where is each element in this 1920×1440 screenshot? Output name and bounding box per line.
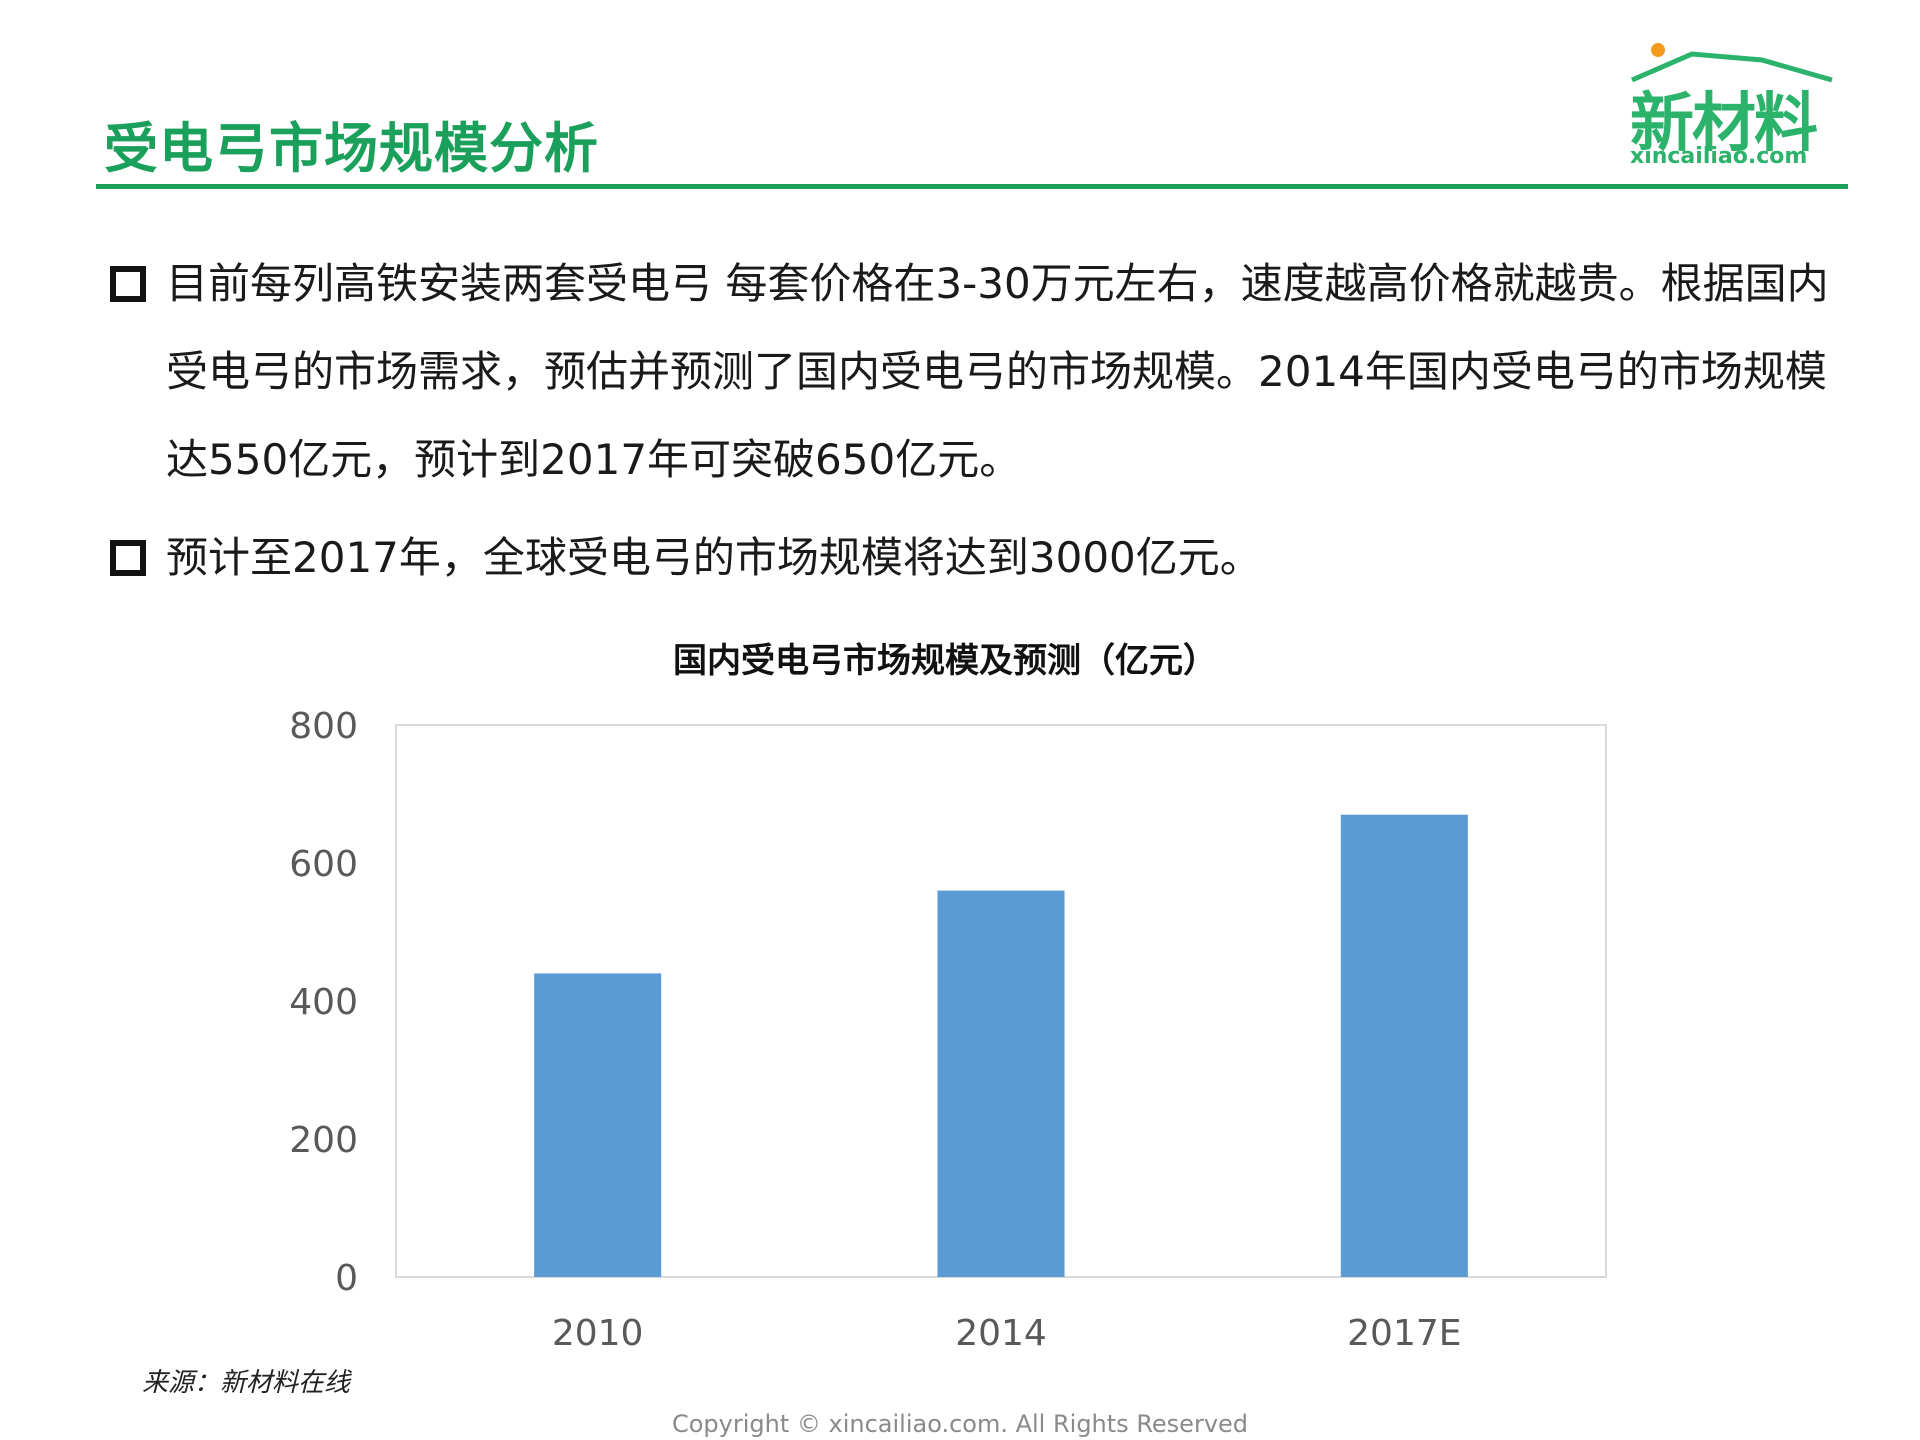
copyright-footer: Copyright © xincailiao.com. All Rights R…: [671, 1410, 1249, 1438]
source-note: 来源：新材料在线: [142, 1368, 351, 1398]
bullet-text: 预计至2017年，全球受电弓的市场规模将达到3000亿元。: [166, 533, 1262, 582]
logo-url: xincailiao.com: [1630, 144, 1808, 169]
y-tick-label: 600: [289, 844, 358, 885]
x-tick-label: 2014: [955, 1313, 1047, 1354]
bar-series: [534, 814, 1468, 1277]
bullet-list: 目前每列高铁安装两套受电弓 每套价格在3-30万元左右，速度越高价格就越贵。根据…: [110, 240, 1830, 602]
y-tick-label: 0: [335, 1258, 358, 1299]
y-tick-label: 200: [289, 1120, 358, 1161]
x-tick-label: 2017E: [1347, 1313, 1461, 1354]
chart-title: 国内受电弓市场规模及预测（亿元）: [673, 641, 1217, 681]
bullet-item: 预计至2017年，全球受电弓的市场规模将达到3000亿元。: [110, 514, 1830, 602]
logo-wordmark: 新材料: [1630, 87, 1818, 161]
bar-2010: [534, 973, 662, 1277]
bar-2014: [937, 890, 1065, 1277]
y-tick-label: 800: [289, 706, 358, 747]
brand-logo: 新材料 xincailiao.com: [1622, 40, 1852, 170]
square-bullet-icon: [110, 540, 146, 576]
house-roof-icon: [1631, 43, 1833, 83]
y-axis: 0 200 400 600 800: [289, 706, 358, 1299]
bar-2017E: [1340, 814, 1468, 1277]
bullet-text: 目前每列高铁安装两套受电弓 每套价格在3-30万元左右，速度越高价格就越贵。根据…: [166, 259, 1829, 484]
square-bullet-icon: [110, 266, 146, 302]
y-tick-label: 400: [289, 982, 358, 1023]
x-tick-label: 2010: [552, 1313, 644, 1354]
bullet-item: 目前每列高铁安装两套受电弓 每套价格在3-30万元左右，速度越高价格就越贵。根据…: [110, 240, 1830, 504]
title-underline: [96, 184, 1848, 189]
x-axis: 2010 2014 2017E: [552, 1313, 1462, 1354]
slide-title: 受电弓市场规模分析: [104, 117, 599, 180]
